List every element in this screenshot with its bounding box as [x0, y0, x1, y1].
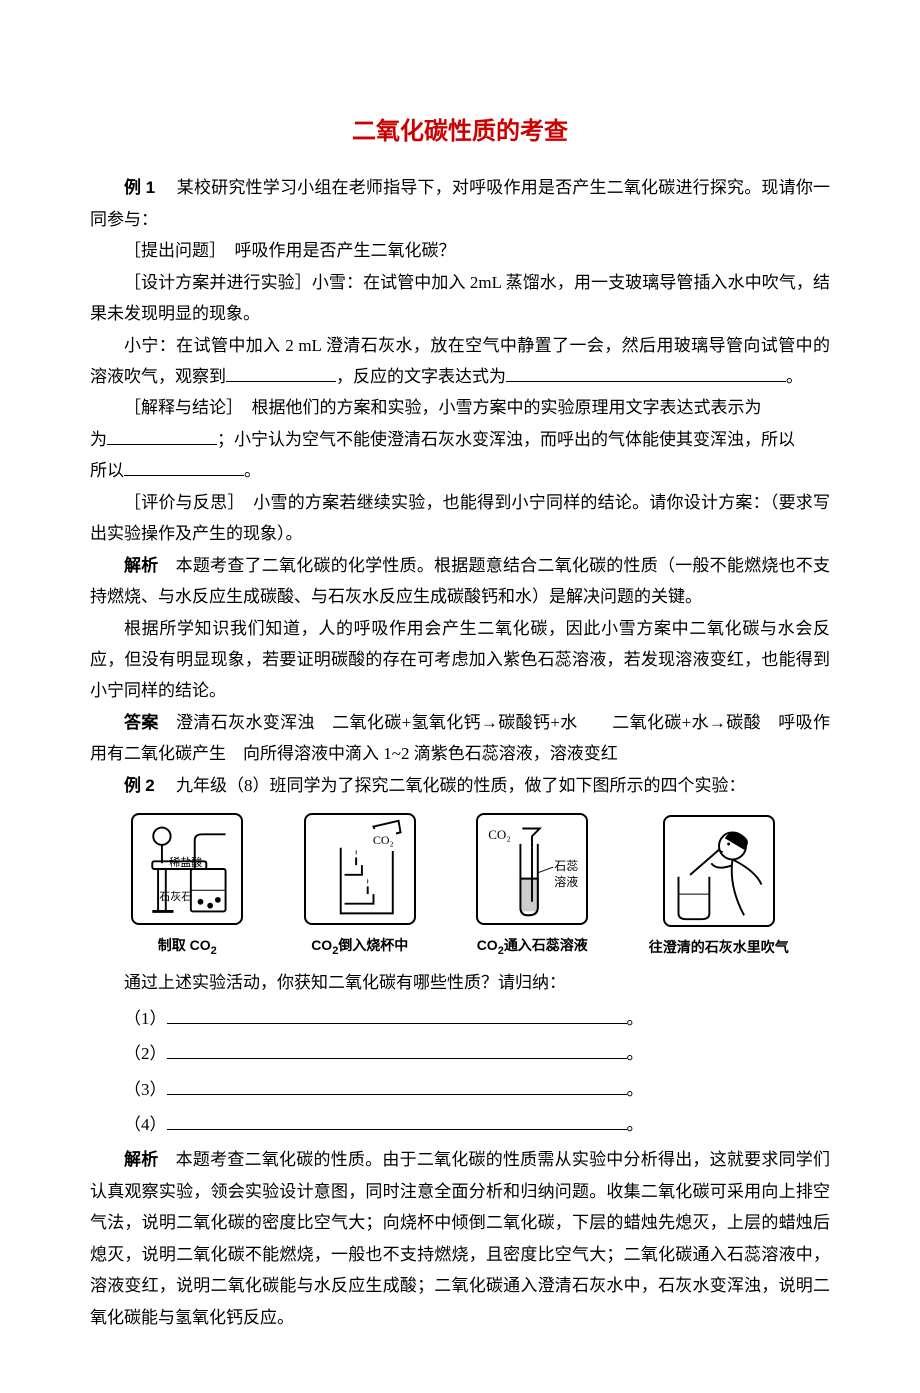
- ex1-analysis-text: 本题考查了二氧化碳的化学性质。根据题意结合二氧化碳的性质（一般不能燃烧也不支持燃…: [90, 556, 830, 606]
- ex1-reflect: ［评价与反思］ 小雪的方案若继续实验，也能得到小宁同样的结论。请你设计方案：（要…: [90, 487, 830, 550]
- fig2-label-co2: CO₂: [371, 829, 396, 851]
- ex1-answer-text: 澄清石灰水变浑浊 二氧化碳+氢氧化钙→碳酸钙+水 二氧化碳+水→碳酸 呼吸作用有…: [90, 713, 830, 763]
- fig1-cap-sub: 2: [211, 945, 217, 957]
- ex1-explain-line2: 为；小宁认为空气不能使澄清石灰水变浑浊，而呼出的气体能使其变浑浊，所以: [90, 424, 830, 455]
- explain-b: ；小宁认为空气不能使澄清石灰水变浑浊，而呼出的气体能使其变浑浊，所以: [217, 430, 795, 449]
- explain-label: ［解释与结论］: [124, 398, 235, 417]
- fig1-cap-a: 制取 CO: [158, 937, 211, 953]
- blank-2: （2）。: [124, 1038, 830, 1069]
- ex1-intro: 例 1 某校研究性学习小组在老师指导下，对呼吸作用是否产生二氧化碳进行探究。现请…: [90, 172, 830, 235]
- blank-4: （4）。: [124, 1109, 830, 1140]
- figure-1: 稀盐酸 石灰石 制取 CO2: [131, 813, 243, 961]
- ex1-ask: ［提出问题］ 呼吸作用是否产生二氧化碳？: [90, 235, 830, 266]
- blank-1-label: （1）: [124, 1009, 167, 1028]
- ex2-intro-text: 九年级（8）班同学为了探究二氧化碳的性质，做了如下图所示的四个实验：: [159, 776, 746, 795]
- fig3-label-co2: CO₂: [488, 823, 511, 847]
- figure-1-frame: 稀盐酸 石灰石: [131, 813, 243, 925]
- fig3-label-litmus: 石蕊 溶液: [554, 859, 578, 890]
- ex2-after-fig: 通过上述实验活动，你获知二氧化碳有哪些性质？请归纳：: [90, 967, 830, 998]
- figure-2: CO₂ CO2倒入烧杯中: [304, 813, 416, 961]
- blank-4-label: （4）: [124, 1115, 167, 1134]
- blank-1-line: [167, 1007, 627, 1024]
- fig3-caption: CO2通入石蕊溶液: [477, 933, 588, 961]
- figure-row: 稀盐酸 石灰石 制取 CO2 CO₂ CO2倒入烧杯中: [90, 813, 830, 961]
- figure-2-frame: CO₂: [304, 813, 416, 925]
- ex2-analysis-text: 本题考查二氧化碳的性质。由于二氧化碳的性质需从实验中分析得出，这就要求同学们认真…: [90, 1150, 830, 1326]
- example-label: 例: [124, 178, 141, 197]
- figure-3-frame: CO₂ 石蕊 溶液: [476, 813, 588, 925]
- ex1-explain: ［解释与结论］ 根据他们的方案和实验，小雪方案中的实验原理用文字表达式表示为: [90, 392, 830, 423]
- fig1-label-acid: 稀盐酸: [169, 853, 202, 873]
- design-xn-b: ，反应的文字表达式为: [336, 367, 506, 386]
- ex1-p1: 某校研究性学习小组在老师指导下，对呼吸作用是否产生二氧化碳进行探究。现请你一同参…: [90, 178, 830, 228]
- fig3-cap-b: 通入石蕊溶液: [504, 937, 588, 953]
- fig2-caption: CO2倒入烧杯中: [311, 933, 408, 961]
- ex1-design-xn: 小宁：在试管中加入 2 mL 澄清石灰水，放在空气中静置了一会，然后用玻璃导管向…: [90, 330, 830, 393]
- ex1-analysis: 解析 本题考查了二氧化碳的化学性质。根据题意结合二氧化碳的性质（一般不能燃烧也不…: [90, 550, 830, 613]
- fig1-caption: 制取 CO2: [158, 933, 217, 961]
- blank-3: （3）。: [124, 1074, 830, 1105]
- ask-label: ［提出问题］: [124, 241, 218, 260]
- blank-equation1: [506, 365, 786, 382]
- blank-equation2: [107, 428, 217, 445]
- figure-3: CO₂ 石蕊 溶液 CO2通入石蕊溶液: [476, 813, 588, 961]
- blank-3-line: [167, 1078, 627, 1095]
- explain-a: 根据他们的方案和实验，小雪方案中的实验原理用文字表达式表示为: [235, 398, 762, 417]
- ex1-num: 1: [146, 178, 155, 197]
- blank-2-line: [167, 1042, 627, 1059]
- blank-4-line: [167, 1113, 627, 1130]
- ex2-intro: 例 2 九年级（8）班同学为了探究二氧化碳的性质，做了如下图所示的四个实验：: [90, 770, 830, 801]
- example-label-2: 例: [124, 776, 141, 795]
- person-blow-icon: [665, 815, 773, 927]
- fig2-cap-a: CO: [311, 937, 332, 953]
- ex2-analysis: 解析 本题考查二氧化碳的性质。由于二氧化碳的性质需从实验中分析得出，这就要求同学…: [90, 1144, 830, 1333]
- ask-text: 呼吸作用是否产生二氧化碳？: [218, 241, 456, 260]
- beaker-candle-icon: [306, 813, 414, 925]
- page-title: 二氧化碳性质的考查: [90, 110, 830, 154]
- ex1-design-xx: ［设计方案并进行实验］小雪：在试管中加入 2mL 蒸馏水，用一支玻璃导管插入水中…: [90, 267, 830, 330]
- ex1-explain-line3: 所以。: [90, 455, 830, 486]
- fig2-cap-b: 倒入烧杯中: [338, 937, 408, 953]
- blank-conclusion: [124, 459, 244, 476]
- blank-observe: [226, 365, 336, 382]
- fig4-caption: 往澄清的石灰水里吹气: [649, 935, 789, 961]
- reflect-label: ［评价与反思］: [124, 493, 236, 512]
- ex2-num: 2: [145, 776, 154, 795]
- design-label: ［设计方案并进行实验］: [124, 273, 312, 292]
- blank-3-label: （3）: [124, 1080, 167, 1099]
- blank-2-label: （2）: [124, 1044, 167, 1063]
- ex1-analysis2: 根据所学知识我们知道，人的呼吸作用会产生二氧化碳，因此小雪方案中二氧化碳与水会反…: [90, 613, 830, 707]
- figure-4-frame: [663, 815, 775, 927]
- ex1-answer: 答案 澄清石灰水变浑浊 二氧化碳+氢氧化钙→碳酸钙+水 二氧化碳+水→碳酸 呼吸…: [90, 707, 830, 770]
- answer-blanks: （1）。 （2）。 （3）。 （4）。: [124, 1003, 830, 1141]
- blank-1: （1）。: [124, 1003, 830, 1034]
- answer-label: 答案: [124, 713, 159, 732]
- fig3-cap-a: CO: [477, 937, 498, 953]
- analysis-label: 解析: [124, 556, 158, 575]
- analysis-label-2: 解析: [124, 1150, 158, 1169]
- fig1-label-stone: 石灰石: [159, 887, 192, 907]
- figure-4: 往澄清的石灰水里吹气: [649, 815, 789, 961]
